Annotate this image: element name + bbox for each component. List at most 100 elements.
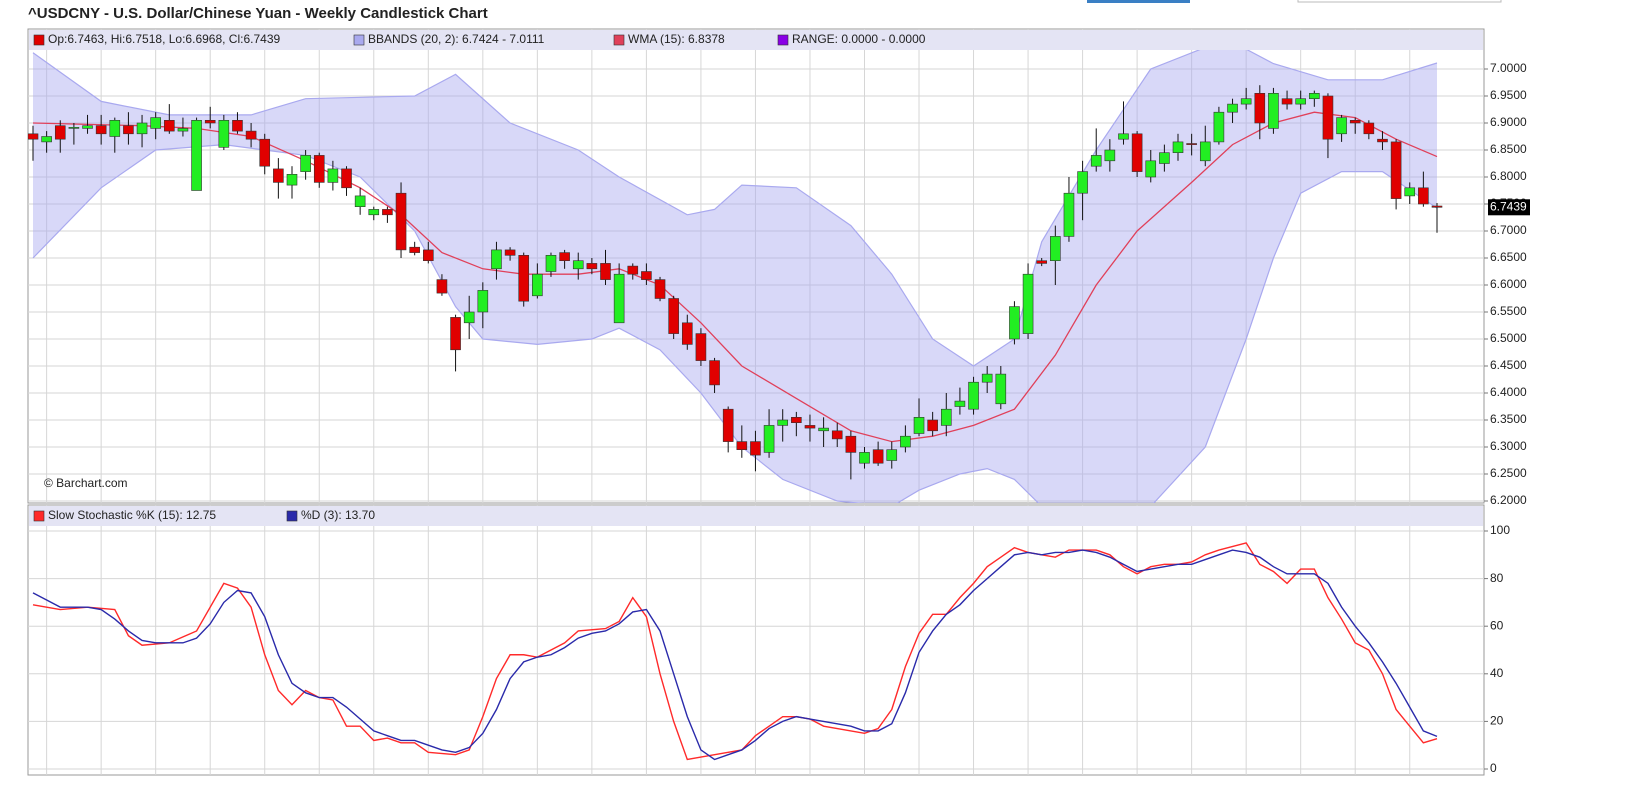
legend-label: Op:6.7463, Hi:6.7518, Lo:6.6968, Cl:6.74… xyxy=(48,32,280,46)
y-tick-label: 100 xyxy=(1490,523,1510,537)
candle-body xyxy=(954,400,966,407)
candle-body xyxy=(763,425,775,453)
candle-body xyxy=(1172,141,1184,153)
candle-body xyxy=(477,290,489,313)
candle-body xyxy=(191,120,202,191)
y-tick-label: 6.8000 xyxy=(1490,169,1527,183)
legend-strip xyxy=(29,506,1483,526)
legend-label: %D (3): 13.70 xyxy=(301,508,375,522)
candle-body xyxy=(831,430,843,440)
candle-body xyxy=(54,125,66,140)
candle-body xyxy=(1050,236,1061,261)
candle-body xyxy=(1104,149,1116,162)
candle-body xyxy=(940,408,952,426)
candle-body xyxy=(1336,117,1347,135)
candle-body xyxy=(1186,143,1197,145)
candle-body xyxy=(1295,98,1306,105)
y-tick-label: 6.8500 xyxy=(1490,142,1527,156)
price-panel xyxy=(27,28,1485,504)
legend-swatch xyxy=(613,34,625,46)
legend-swatch xyxy=(353,34,365,46)
candle-body xyxy=(791,416,802,423)
candle-body xyxy=(395,192,407,251)
stochastic-panel xyxy=(27,504,1485,776)
candle-body xyxy=(913,416,925,434)
candle-body xyxy=(627,265,639,275)
candle-body xyxy=(1404,187,1416,197)
candle-body xyxy=(368,209,380,216)
candle-body xyxy=(463,311,475,324)
candle-body xyxy=(327,168,339,183)
candle-body xyxy=(1022,273,1034,334)
legend-label: BBANDS (20, 2): 6.7424 - 7.0111 xyxy=(368,32,545,46)
y-tick-label: 6.4500 xyxy=(1490,358,1527,372)
y-tick-label: 6.5500 xyxy=(1490,304,1527,318)
candle-body xyxy=(491,249,502,270)
candle-body xyxy=(1418,187,1429,205)
y-tick-label: 6.7000 xyxy=(1490,223,1527,237)
candle-body xyxy=(736,441,748,451)
y-tick-label: 6.2000 xyxy=(1490,493,1527,507)
legend-strip xyxy=(29,30,1483,50)
legend-label: Slow Stochastic %K (15): 12.75 xyxy=(48,508,216,522)
y-tick-label: 7.0000 xyxy=(1490,61,1527,75)
candle-body xyxy=(1063,192,1075,237)
candle-body xyxy=(41,136,52,143)
candle-body xyxy=(1322,95,1334,140)
candle-body xyxy=(259,138,271,167)
candle-body xyxy=(927,419,938,432)
candle-body xyxy=(68,127,80,129)
toolbar-button[interactable] xyxy=(1087,0,1190,3)
candle-body xyxy=(1118,133,1129,140)
candle-body xyxy=(1145,160,1157,178)
candle-body xyxy=(1377,138,1388,143)
candle-body xyxy=(518,255,530,302)
y-tick-label: 20 xyxy=(1490,714,1504,728)
candle-body xyxy=(559,252,570,262)
chart-title: ^USDCNY - U.S. Dollar/Chinese Yuan - Wee… xyxy=(28,5,488,22)
legend-label: WMA (15): 6.8378 xyxy=(628,32,725,46)
candle-body xyxy=(586,263,598,270)
candle-body xyxy=(95,125,107,135)
toolbar-input[interactable] xyxy=(1297,0,1502,3)
stochastic-plot xyxy=(28,505,1484,775)
candle-body xyxy=(1036,260,1047,264)
candle-body xyxy=(600,263,611,280)
y-tick-label: 6.5000 xyxy=(1490,331,1527,345)
candle-body xyxy=(900,435,911,448)
candle-body xyxy=(532,273,543,297)
y-tick-label: 6.2500 xyxy=(1490,466,1527,480)
candle-body xyxy=(1363,122,1375,135)
candle-body xyxy=(681,322,693,345)
candle-body xyxy=(136,122,148,135)
candle-body xyxy=(859,452,870,464)
overlay: 6.2000 6.2500 6.3000 6.3500 6.4000 6.4500 6.50… xyxy=(29,30,1530,775)
candle-body xyxy=(82,125,93,129)
candle-body xyxy=(641,271,652,280)
candle-body xyxy=(968,381,979,410)
candle-body xyxy=(313,155,325,183)
candle-body xyxy=(1268,93,1279,129)
y-tick-label: 6.3000 xyxy=(1490,439,1527,453)
candle-body xyxy=(204,120,216,124)
candle-body xyxy=(981,373,993,383)
candle-body xyxy=(382,209,393,216)
candle-body xyxy=(1213,111,1225,143)
candle-body xyxy=(109,120,121,137)
candle-body xyxy=(818,427,829,432)
y-tick-label: 40 xyxy=(1490,666,1504,680)
y-tick-label: 6.6000 xyxy=(1490,277,1527,291)
candle-body xyxy=(1254,93,1266,124)
candle-body xyxy=(750,441,761,456)
candle-body xyxy=(286,174,298,186)
candle-body xyxy=(654,279,666,299)
candle-body xyxy=(995,373,1007,405)
candle-body xyxy=(273,168,284,183)
candle-body xyxy=(504,249,516,256)
candle-body xyxy=(28,133,39,140)
stochastic-line xyxy=(32,549,1438,761)
y-tick-label: 0 xyxy=(1490,761,1497,775)
y-tick-label: 6.9500 xyxy=(1490,88,1527,102)
candle-body xyxy=(1281,98,1293,105)
